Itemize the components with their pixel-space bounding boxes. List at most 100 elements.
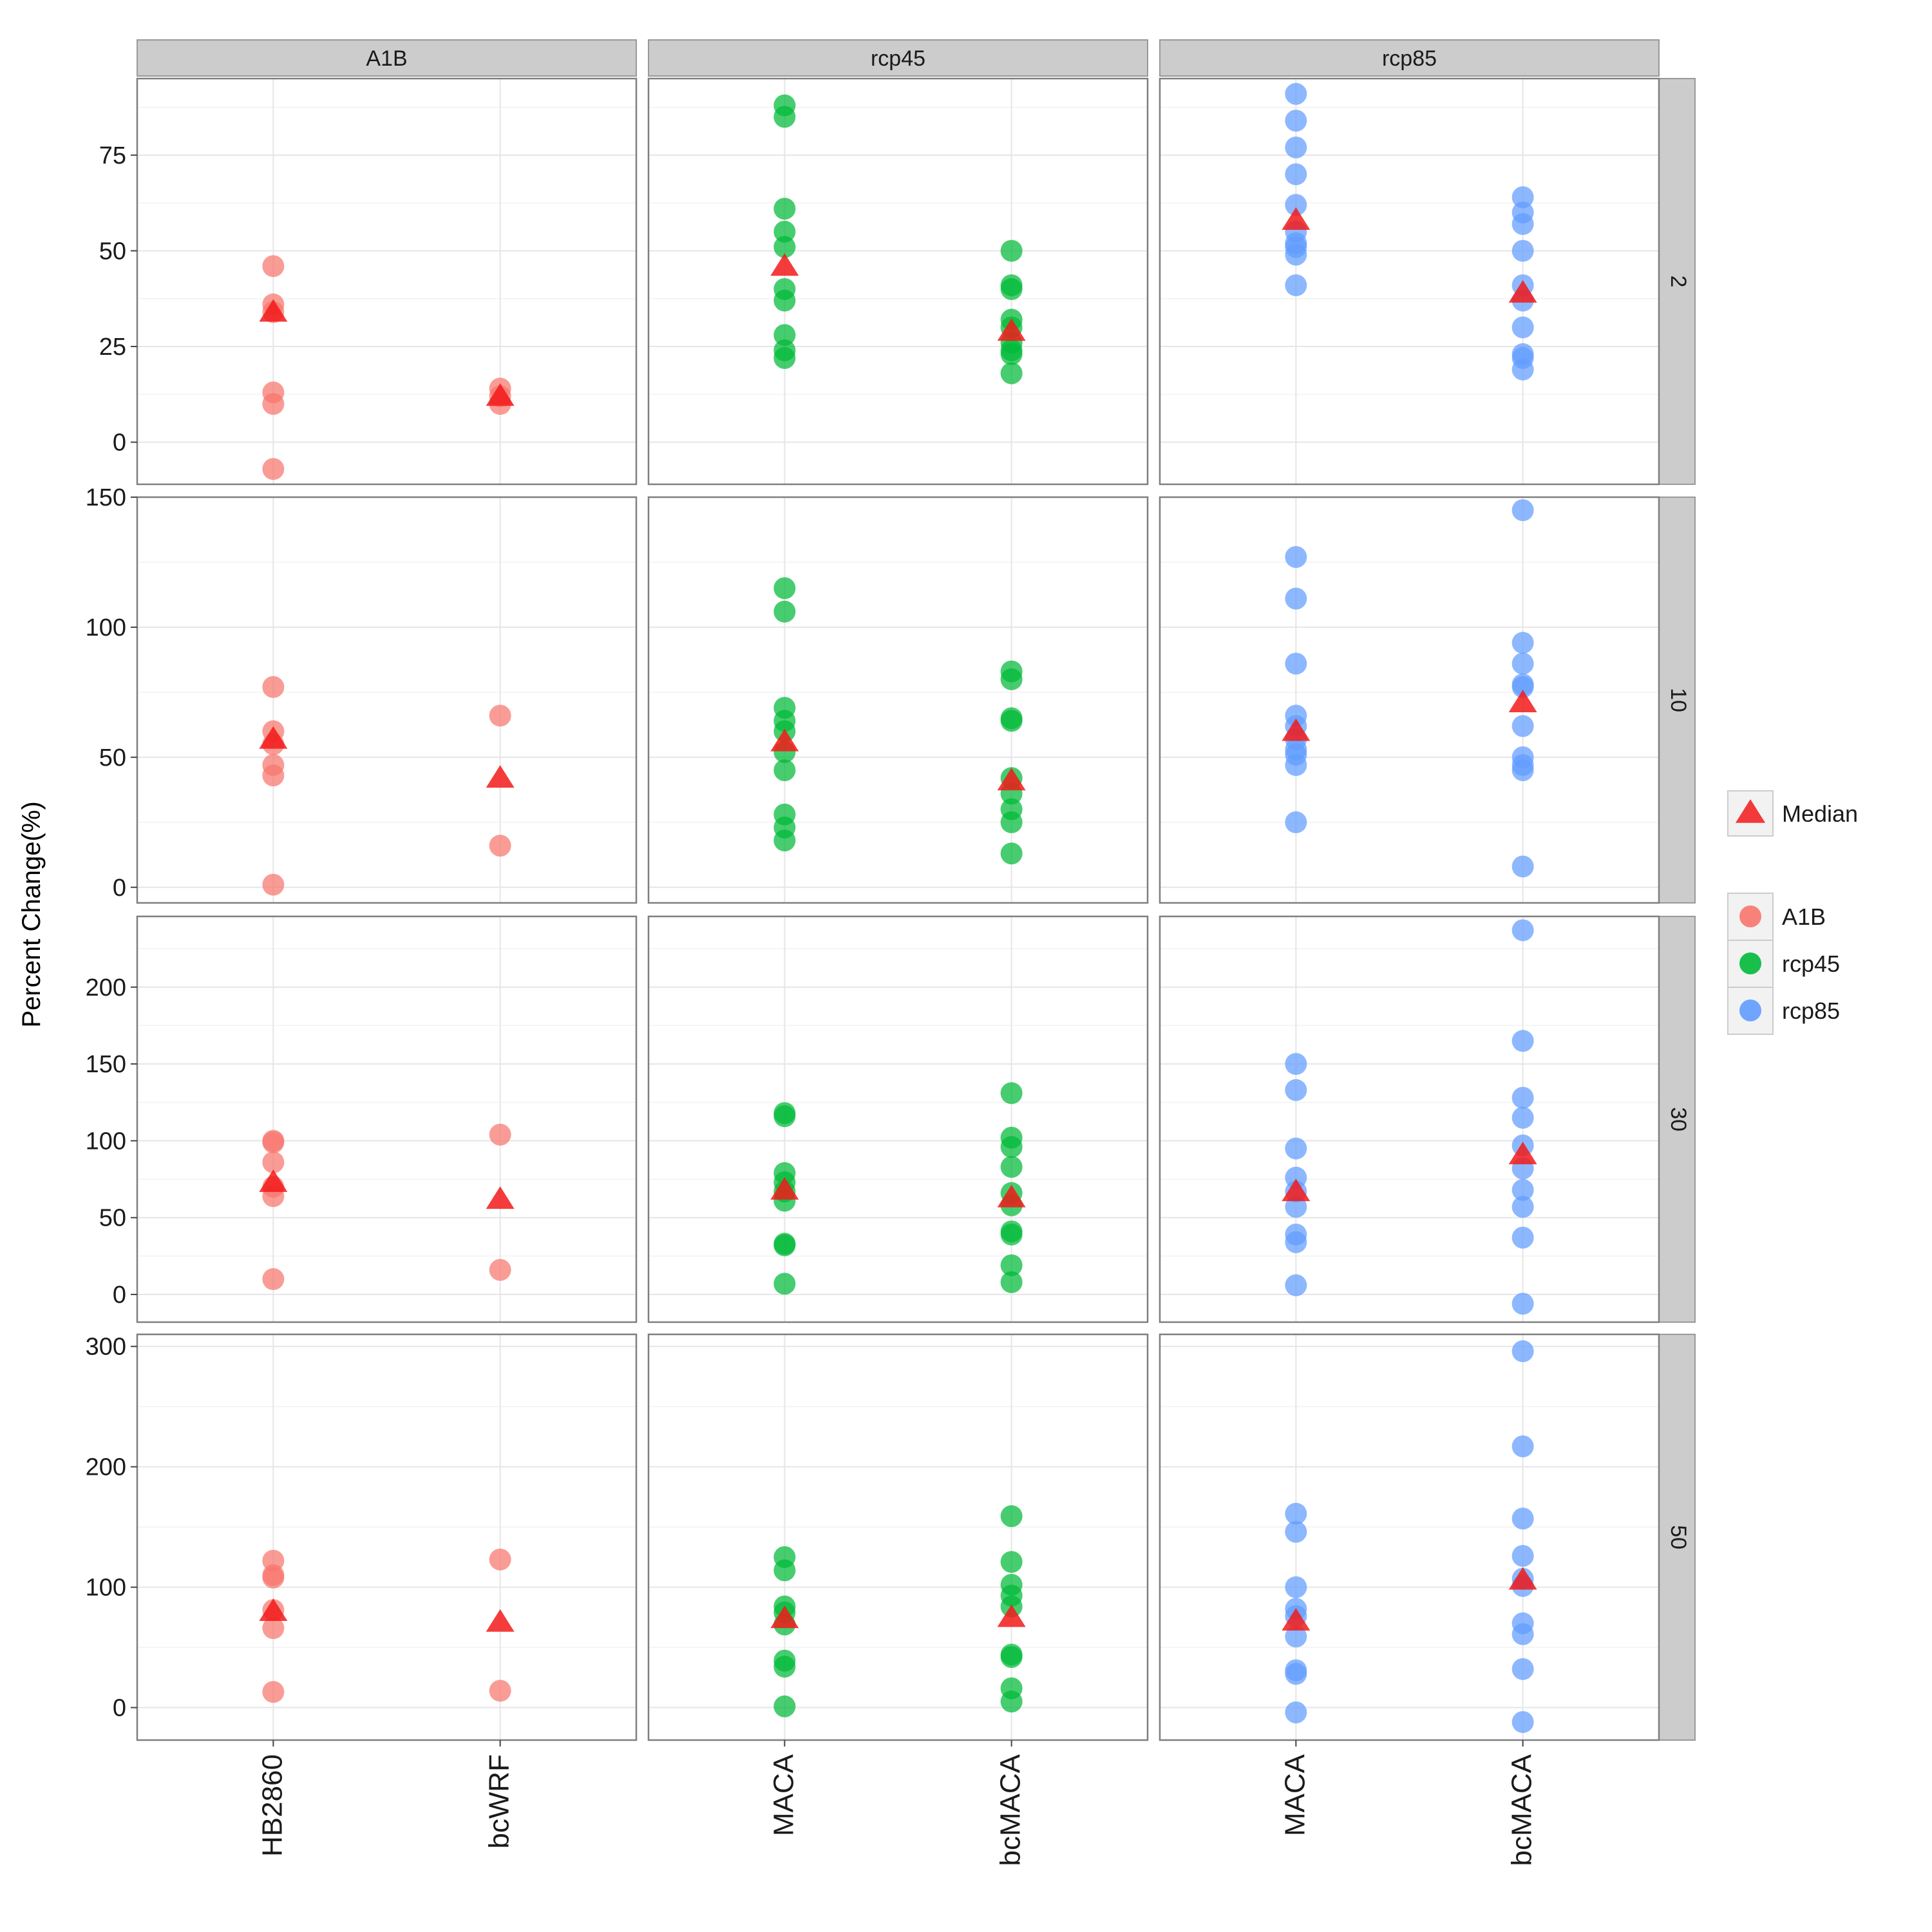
data-point (262, 1566, 285, 1589)
data-point (1000, 343, 1023, 365)
panel-border (647, 1333, 1149, 1741)
data-point (1285, 82, 1307, 105)
data-point (773, 220, 796, 243)
y-axis-row-50: 0 100 200 300 (86, 1334, 137, 1722)
panel-border (1159, 915, 1660, 1323)
y-tick-label: 100 (86, 1128, 126, 1155)
y-axis-title: Percent Change(%) (17, 801, 46, 1027)
data-point (1511, 1196, 1534, 1218)
data-point (1285, 652, 1307, 675)
data-point (1000, 1223, 1023, 1245)
data-point (262, 1617, 285, 1640)
data-point (489, 1548, 511, 1571)
data-point (1511, 316, 1534, 339)
y-tick-label: 50 (99, 238, 126, 265)
data-point (1511, 358, 1534, 381)
panel-border (647, 496, 1149, 904)
data-point (1000, 710, 1023, 732)
row-strip-label: 2 (1666, 276, 1690, 288)
panel-rcp45-30 (647, 915, 1149, 1323)
row-strip-50: 50 (1658, 1334, 1696, 1741)
panel-rcp45-2 (647, 77, 1149, 486)
data-point (1285, 587, 1307, 610)
data-point (1000, 1271, 1023, 1293)
data-point (1000, 1551, 1023, 1573)
data-point (1285, 1520, 1307, 1543)
data-point (1285, 545, 1307, 568)
data-point (773, 106, 796, 128)
data-point (1000, 811, 1023, 833)
data-point (1000, 362, 1023, 384)
data-point (1000, 1690, 1023, 1713)
data-point (1511, 1658, 1534, 1680)
data-point (1285, 1274, 1307, 1296)
y-tick-label: 50 (99, 1205, 126, 1232)
y-tick-label: 50 (99, 744, 126, 772)
column-strip-label: rcp45 (871, 46, 925, 71)
data-point (773, 829, 796, 852)
panel-border (1159, 77, 1660, 486)
legend-series-label: rcp45 (1782, 951, 1840, 977)
data-point (1000, 278, 1023, 300)
data-point (1511, 1226, 1534, 1249)
data-point (1285, 811, 1307, 833)
legend-series-label: A1B (1782, 904, 1826, 930)
data-point (1511, 759, 1534, 782)
marks-layer (259, 82, 1537, 1733)
data-point (262, 458, 285, 480)
panel-marks-rcp85-30 (1282, 919, 1537, 1315)
median-marker (1282, 1179, 1311, 1202)
panel-A1B-50 (136, 1333, 638, 1741)
y-tick-label: 200 (86, 974, 126, 1001)
data-point (1000, 1254, 1023, 1276)
data-point (773, 289, 796, 312)
median-marker (1282, 207, 1311, 230)
column-strip-box (137, 39, 637, 77)
data-point (1000, 1155, 1023, 1178)
y-tick-label: 0 (113, 875, 126, 902)
data-point (489, 1258, 511, 1281)
median-marker (1508, 279, 1537, 303)
data-point (1511, 855, 1534, 878)
panel-marks-A1B-30 (259, 1123, 515, 1291)
panel-border (136, 1333, 638, 1741)
legend-series: A1B rcp45 rcp85 (1727, 893, 1840, 1035)
row-strip-box (1658, 78, 1696, 485)
data-point (1511, 213, 1534, 235)
median-marker (486, 1609, 515, 1632)
y-tick-label: 100 (86, 614, 126, 641)
panel-border (647, 77, 1149, 486)
column-strip-box (1159, 39, 1660, 77)
panel-background (1160, 916, 1659, 1322)
data-point (1285, 1231, 1307, 1253)
median-marker (997, 1184, 1026, 1208)
panel-marks-rcp45-30 (770, 1082, 1026, 1295)
panel-border (136, 496, 638, 904)
data-point (773, 198, 796, 220)
data-point (1285, 109, 1307, 132)
panel-background (649, 79, 1148, 484)
data-point (1285, 1137, 1307, 1160)
data-point (262, 1268, 285, 1291)
y-tick-label: 25 (99, 334, 126, 361)
data-point (489, 1123, 511, 1146)
column-strip-rcp45: rcp45 (648, 39, 1148, 77)
legend-series-symbol (1739, 999, 1761, 1021)
legend-series-symbol (1739, 905, 1761, 927)
x-axis-rcp85: MACA bcMACA (1279, 1740, 1538, 1866)
data-point (262, 393, 285, 415)
legend-median-label: Median (1782, 800, 1858, 827)
data-point (1285, 243, 1307, 266)
data-point (1285, 1053, 1307, 1075)
panel-rcp85-50 (1159, 1333, 1660, 1741)
y-tick-label: 150 (86, 1051, 126, 1078)
data-point (489, 1680, 511, 1702)
panel-marks-rcp85-10 (1282, 499, 1537, 878)
data-point (1285, 1079, 1307, 1101)
data-point (773, 1559, 796, 1582)
data-point (1000, 240, 1023, 262)
data-point (1511, 1340, 1534, 1363)
panel-background (1160, 497, 1659, 903)
y-axis-row-2: 0 25 50 75 (99, 142, 137, 457)
